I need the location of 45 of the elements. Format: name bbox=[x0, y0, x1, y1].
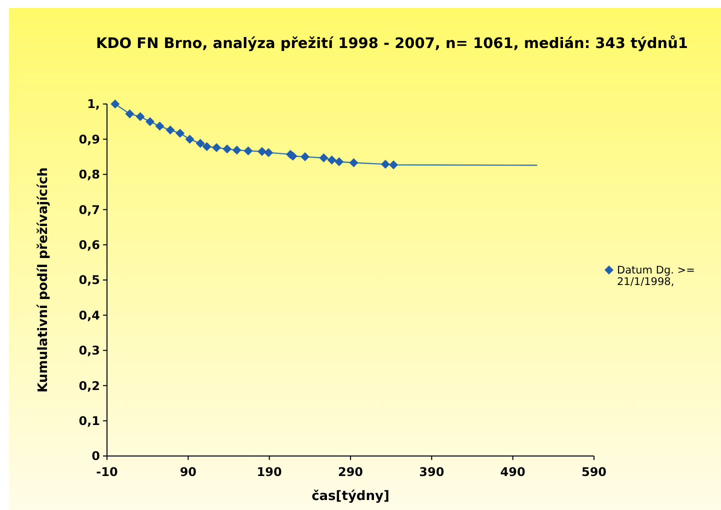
x-tick-label: -10 bbox=[96, 465, 118, 479]
point bbox=[196, 138, 205, 148]
y-tick-label: 0,7 bbox=[78, 202, 100, 217]
point bbox=[334, 157, 344, 166]
y-tick-label: 0,1 bbox=[78, 414, 100, 428]
x-axis-title: čas[týdny] bbox=[312, 489, 390, 504]
legend-label: Datum Dg. >= 21/1/1998, bbox=[617, 264, 695, 288]
point bbox=[232, 146, 242, 155]
point bbox=[349, 158, 358, 168]
y-tick-label: 0,5 bbox=[78, 273, 100, 288]
x-tick-label: 290 bbox=[338, 465, 364, 479]
y-tick-label: 0 bbox=[92, 449, 100, 464]
x-tick-label: 190 bbox=[256, 465, 282, 479]
point bbox=[264, 148, 274, 158]
y-tick-label: 0,9 bbox=[78, 132, 100, 146]
point bbox=[202, 142, 212, 152]
point bbox=[146, 117, 155, 126]
point bbox=[176, 128, 185, 138]
point bbox=[125, 109, 134, 118]
y-axis-title: Kumulativní podíl přežívajících bbox=[36, 167, 51, 393]
point bbox=[155, 122, 164, 131]
x-tick-label: 90 bbox=[180, 465, 197, 479]
x-tick-label: 390 bbox=[419, 465, 444, 479]
point bbox=[222, 144, 232, 154]
point bbox=[319, 153, 328, 162]
x-tick-label: 490 bbox=[500, 465, 526, 479]
point bbox=[258, 147, 267, 156]
y-tick-label: 0,3 bbox=[78, 344, 100, 358]
point bbox=[380, 160, 390, 169]
y-tick-label: 0,8 bbox=[78, 168, 100, 182]
point bbox=[389, 160, 398, 170]
y-tick-label: 0,6 bbox=[78, 238, 100, 252]
x-tick-label: 590 bbox=[581, 465, 607, 479]
y-tick-label: 1, bbox=[87, 97, 100, 112]
chart-title: KDO FN Brno, analýza přežití 1998 - 2007, n= 1061, medián: 343 týdnů1 bbox=[96, 35, 688, 52]
point bbox=[300, 152, 310, 162]
point bbox=[327, 155, 336, 164]
point bbox=[136, 112, 145, 122]
point bbox=[244, 146, 253, 156]
point bbox=[185, 134, 194, 144]
y-tick-label: 0,4 bbox=[78, 308, 100, 322]
point bbox=[166, 126, 175, 135]
point bbox=[110, 100, 120, 108]
y-tick-label: 0,2 bbox=[78, 378, 100, 393]
point bbox=[212, 143, 222, 152]
